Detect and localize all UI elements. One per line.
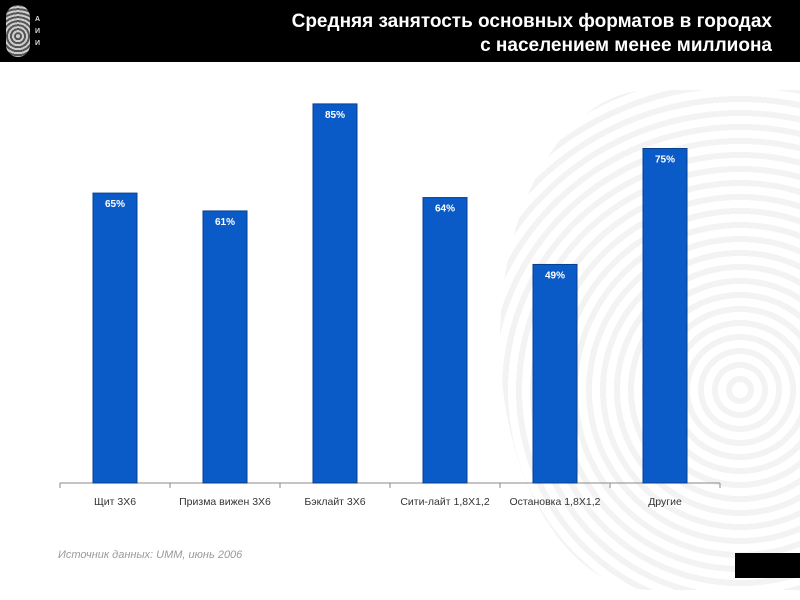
category-label: Остановка 1,8Х1,2 [510,496,601,508]
bar [92,192,138,484]
slide-title: Средняя занятость основных форматов в го… [292,10,772,58]
data-label: 65% [105,199,125,210]
category-label: Призма вижен 3Х6 [179,496,271,508]
data-label: 49% [545,270,565,281]
data-label: 85% [325,110,345,121]
logo-letter: И [35,40,41,47]
category-label: Бэклайт 3Х6 [304,496,365,508]
bar [532,263,578,484]
data-label: 64% [435,204,455,215]
logo-letter: И [35,28,41,35]
category-label: Другие [648,496,682,508]
category-label: Щит 3Х6 [94,496,136,508]
bar [642,148,688,484]
data-label: 75% [655,155,675,166]
bar [312,103,358,484]
title-line-1: Средняя занятость основных форматов в го… [291,11,772,32]
category-label: Сити-лайт 1,8Х1,2 [400,496,490,508]
logo-letter: А [35,16,41,23]
fingerprint-logo-icon [6,5,30,57]
title-line-2: с населением менее миллиона [480,35,772,56]
corner-block [735,553,800,578]
bar [422,197,468,484]
bar [202,210,248,484]
data-label: 61% [215,217,235,228]
source-note: Источник данных: UMM, июнь 2006 [58,549,243,561]
